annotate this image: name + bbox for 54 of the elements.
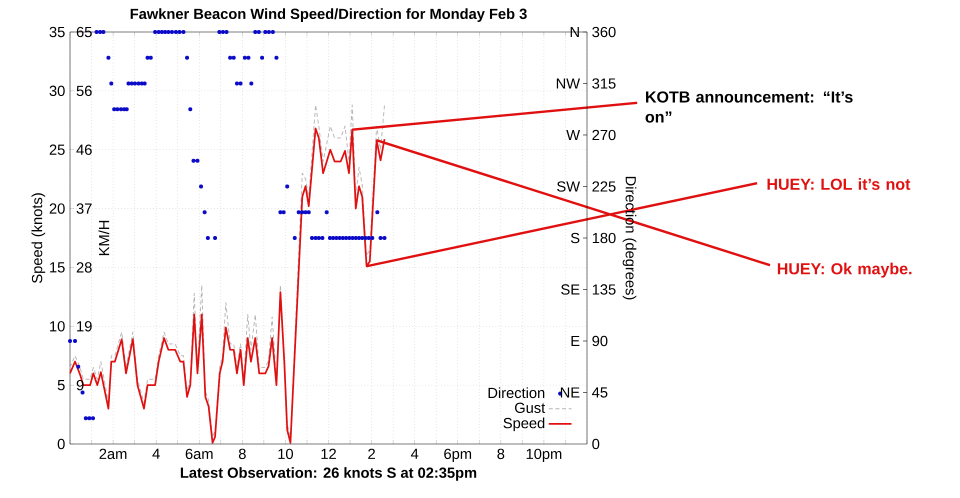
y-tick-label: 0 [58,438,65,450]
x-tick-label: 10pm [526,448,562,462]
y2-tick-label: 90 [592,336,608,346]
annotation: NE [560,387,580,398]
x-tick-label: 4 [152,448,160,459]
annotation: E [572,336,580,346]
x-tick-label: 4 [410,448,418,459]
legend-label: Speed [503,418,544,432]
legend-label: Direction [488,387,544,398]
annotation: W [566,130,580,140]
x-tick-label: 10 [278,448,293,460]
annotation: KOTB announcement: “It’s on” [646,91,853,123]
y3-tick-label: 19 [77,321,92,332]
y2-tick-label: 135 [592,284,616,295]
x-tick-label: 12 [321,448,336,459]
x-tick-label: 8 [497,448,504,460]
x-tick-label: 6pm [444,448,472,462]
annotation: N [570,26,579,38]
annotation: NW [556,78,580,89]
y-tick-label: 15 [50,262,65,273]
y-tick-label: 20 [50,203,65,214]
annotation: SW [557,181,580,192]
y-axis-title: Speed (knots) [32,193,46,283]
annotation: HUEY: Ok maybe. [778,262,912,278]
x-tick-label: 6am [186,448,213,460]
y2-tick-label: 180 [592,232,616,244]
y3-tick-label: 9 [76,380,84,390]
y3-tick-label: 65 [76,26,92,38]
y2-tick-label: 360 [592,26,616,38]
annotation: SE [561,284,580,295]
y-tick-label: 10 [50,321,65,332]
y-tick-label: 5 [58,380,65,390]
y-tick-label: 35 [50,26,65,38]
y2-tick-label: 45 [592,387,608,398]
x-tick-label: 8 [238,448,246,460]
annotation: HUEY: LOL it’s not [768,178,910,190]
y-tick-label: 25 [50,144,65,155]
y3-axis-title: KM/H [98,220,110,256]
y3-tick-label: 37 [76,203,92,214]
y2-tick-label: 225 [592,181,616,192]
annotation: S [570,232,580,244]
x-tick-label: 2am [100,448,126,460]
legend-label: Gust [514,402,546,413]
y2-tick-label: 270 [592,130,616,140]
y3-tick-label: 28 [76,262,92,273]
x-tick-label: 2 [368,448,375,459]
y-tick-label: 30 [50,86,65,96]
chart-title: Fawkner Beacon Wind Speed/Direction for Monday Feb 3 [130,8,527,22]
y3-tick-label: 46 [76,144,92,155]
y3-tick-label: 56 [76,86,92,96]
y2-axis-title: Direction (degrees) [622,176,636,300]
x-axis-title: Latest Observation: 26 knots S at 02:35pm [180,467,476,481]
y2-tick-label: 315 [592,78,616,89]
y2-tick-label: 0 [592,438,600,450]
